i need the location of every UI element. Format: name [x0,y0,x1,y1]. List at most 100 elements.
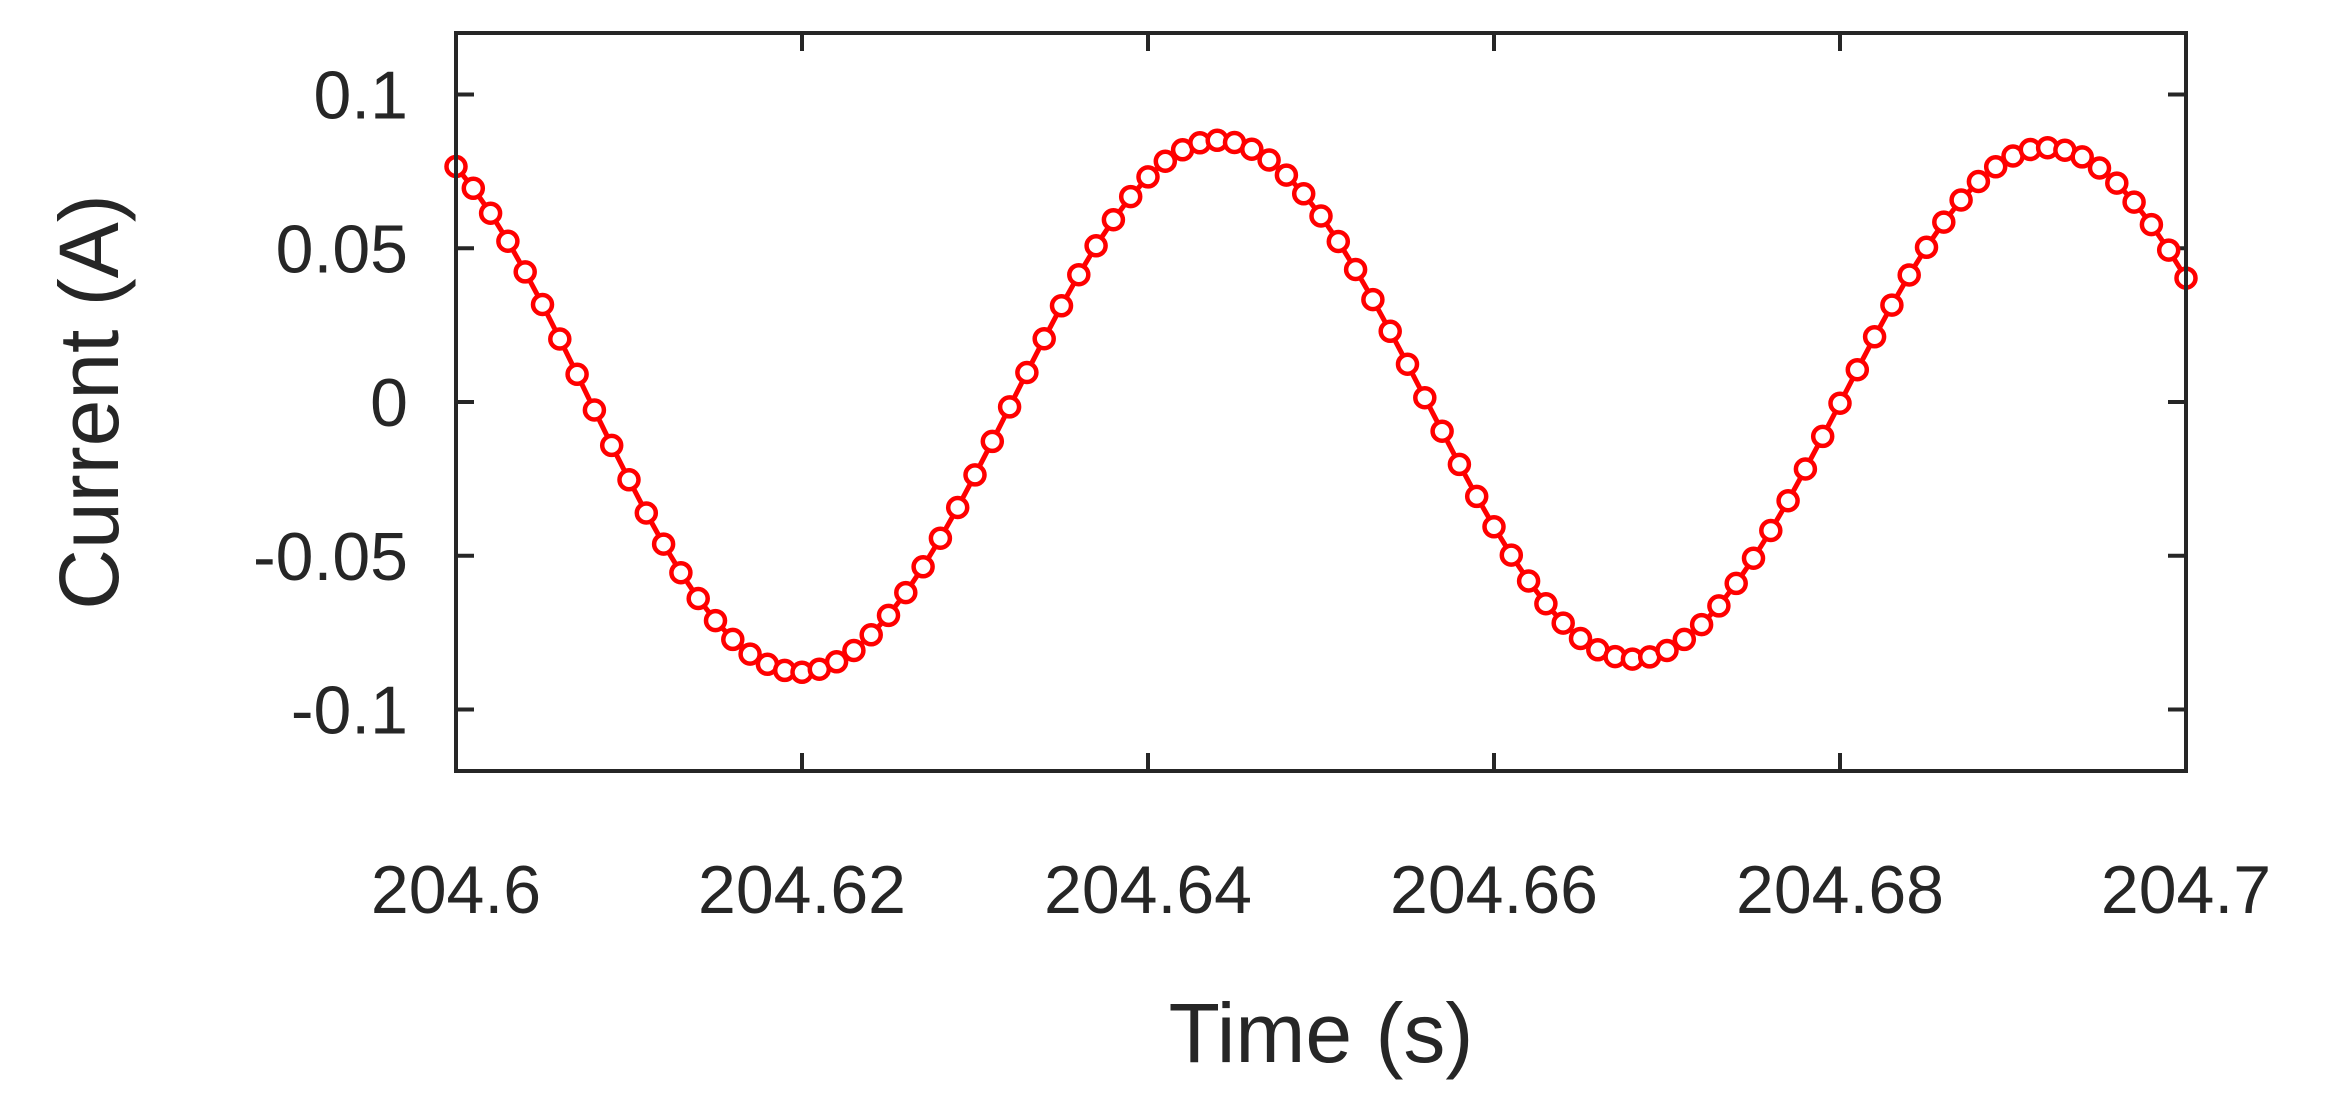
data-point [1049,294,1074,318]
data-point [1551,611,1575,635]
data-point [1932,210,1956,234]
data-point [1759,518,1783,543]
data-point [1516,569,1541,593]
data-point [1395,352,1420,376]
data-point [980,429,1005,454]
data-point [1378,319,1402,344]
y-tick-label: -0.05 [253,519,408,595]
data-point [496,229,520,253]
data-point [1430,419,1454,443]
x-tick-label: 204.7 [2101,852,2271,928]
data-point [2139,212,2164,237]
data-point [859,623,883,647]
data-point [945,495,970,520]
data-point [530,292,555,317]
data-point [1309,204,1333,228]
data-point [1534,591,1558,616]
data-point [1568,626,1593,651]
data-point [1741,546,1766,570]
data-point [669,560,693,585]
data-point [703,608,728,633]
data-point [1101,207,1126,232]
data-point [1464,484,1489,509]
plot-area [456,33,2186,771]
data-point [548,327,572,351]
data-point [513,260,537,284]
data-point [1326,229,1351,254]
y-tick-label: 0.1 [313,58,408,134]
data-point [1136,165,1160,189]
data-point [1655,638,1679,663]
data-point [1724,571,1748,596]
y-tick-label: 0.05 [276,211,408,287]
x-tick-label: 204.66 [1390,852,1598,928]
data-point [842,638,866,663]
data-point [1153,149,1178,173]
data-point [2070,145,2094,169]
data-point [1949,188,1973,212]
data-point [686,586,710,611]
ticks: 204.6 204.62 204.64 204.66 204.68 204.7 -0.1 -0… [253,33,2271,928]
data-point [1862,325,1887,349]
series-layer [444,128,2198,685]
data-point [1015,360,1039,385]
x-tick-label: 204.62 [698,852,906,928]
data-point [1482,515,1506,539]
data-point [876,603,901,628]
data-point [651,532,676,556]
data-point [824,650,849,674]
data-point [1274,163,1299,187]
data-point [721,627,745,652]
data-point [1828,391,1852,415]
data-point [617,468,641,492]
data-point [1966,169,1991,194]
data-point [1689,612,1714,637]
data-point [461,176,486,201]
data-point [1810,424,1835,449]
data-point [2105,171,2129,195]
data-point [1240,137,1264,161]
x-axis-title: Time (s) [1169,986,1474,1080]
data-point [1343,257,1368,282]
data-point [1983,155,2008,179]
data-point [1793,457,1818,481]
x-tick-label: 204.64 [1044,852,1252,928]
y-tick-label: 0 [370,365,408,441]
y-tick-label: -0.1 [291,673,408,749]
data-point [997,395,1022,419]
data-point [599,433,624,458]
plot-frame [454,31,2188,773]
data-point [1880,293,1904,317]
data-point [911,555,935,579]
data-point [1776,488,1800,513]
data-point [2122,190,2146,214]
data-point [1084,234,1108,258]
data-point [1447,452,1472,477]
data-point [1032,326,1056,351]
data-point [1707,594,1731,618]
data-point [1672,627,1697,652]
data-point [1361,287,1385,312]
data-point [1897,263,1921,287]
data-point [478,201,503,225]
data-point [1413,385,1437,410]
data-point [565,362,589,387]
x-tick-label: 204.6 [371,852,541,928]
y-axis-title: Current (A) [42,194,136,609]
data-point [738,642,762,666]
data-point [963,463,987,487]
data-point [1291,182,1316,206]
data-point [2087,156,2112,180]
data-point [894,580,918,605]
data-point [2156,238,2181,262]
data-point [1257,148,1281,172]
data-point [928,526,953,550]
data-point [634,501,659,525]
data-point [582,398,607,422]
data-point [1845,357,1870,382]
data-point [1914,235,1939,260]
data-point [1499,543,1524,567]
data-point [1067,262,1091,287]
data-point [1118,184,1143,209]
